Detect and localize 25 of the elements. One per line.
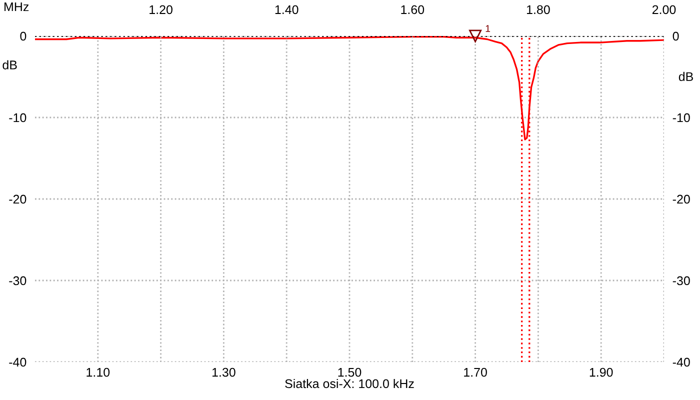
x-tick-label: 1.50 [338,368,362,377]
x2-tick-label: 1.60 [401,5,424,14]
x2-tick-label: 2.00 [652,5,676,14]
x2-tick-label: 1.40 [275,5,298,14]
text: Siatka osi-X: 100.0 kHz [285,378,414,388]
y-tick-label: -40 [9,358,26,367]
y2-tick-label: -30 [672,276,690,286]
y-axis-title: dB [2,60,17,70]
y2-tick-label: 0 [672,32,679,41]
x-tick-label: 1.10 [86,368,110,377]
y2-axis-title: dB [678,72,693,82]
x2-tick-label: 1.80 [526,5,550,14]
y2-tick-label: -20 [672,194,690,204]
y-tick-label: -20 [9,194,26,204]
x-tick-label: 1.90 [590,368,613,377]
x-axis-title: MHz [4,2,29,12]
x2-tick-label: 1.20 [150,5,172,14]
y2-tick-label: -40 [672,358,690,367]
y2-tick-label: -10 [672,113,690,122]
x-tick-label: 1.70 [464,368,487,377]
y-tick-label: 0 [20,32,26,41]
y-tick-label: -30 [9,276,26,286]
x-tick-label: 1.30 [212,368,236,377]
annotation: 1 [486,25,490,32]
y-tick-label: -10 [9,113,26,122]
